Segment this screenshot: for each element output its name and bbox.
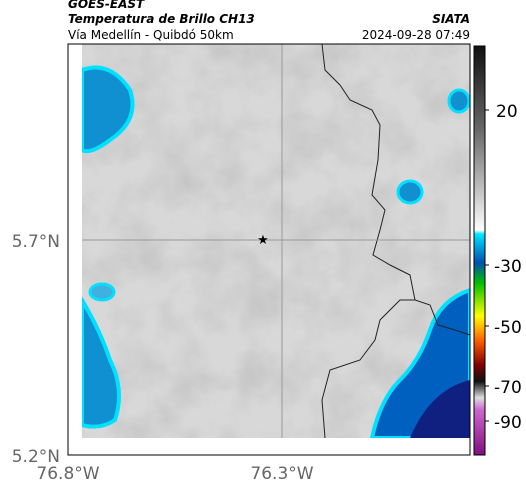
colorbar-label: -90 bbox=[494, 413, 522, 433]
cold-cloud bbox=[82, 296, 121, 429]
cold-cloud bbox=[396, 179, 424, 205]
colorbar-label: 20 bbox=[496, 102, 518, 122]
cold-cloud bbox=[88, 282, 116, 302]
title: GOES-EAST bbox=[68, 0, 145, 11]
border-line bbox=[321, 299, 415, 438]
cold-core bbox=[410, 380, 470, 438]
datetime: 2024-09-28 07:49 bbox=[362, 28, 470, 42]
border-line bbox=[321, 44, 470, 336]
satellite-image bbox=[82, 44, 470, 438]
colorbar-label: -50 bbox=[494, 318, 522, 338]
location-star: ★ bbox=[257, 233, 269, 248]
route: Vía Medellín - Quibdó 50km bbox=[68, 28, 234, 42]
lon-label: 76.3°W bbox=[250, 464, 313, 484]
cold-cloud bbox=[447, 88, 470, 114]
map-frame bbox=[67, 43, 471, 456]
colorbar bbox=[473, 45, 486, 456]
lon-label: 76.8°W bbox=[36, 464, 99, 484]
colorbar-label: -70 bbox=[494, 378, 522, 398]
source: SIATA bbox=[432, 12, 470, 26]
subtitle: Temperatura de Brillo CH13 bbox=[68, 12, 255, 26]
lat-label: 5.2°N bbox=[12, 447, 60, 467]
lat-label: 5.7°N bbox=[12, 232, 60, 252]
colorbar-label: -30 bbox=[494, 257, 522, 277]
colorbar-ticks bbox=[485, 109, 489, 422]
cold-cloud bbox=[82, 65, 135, 154]
